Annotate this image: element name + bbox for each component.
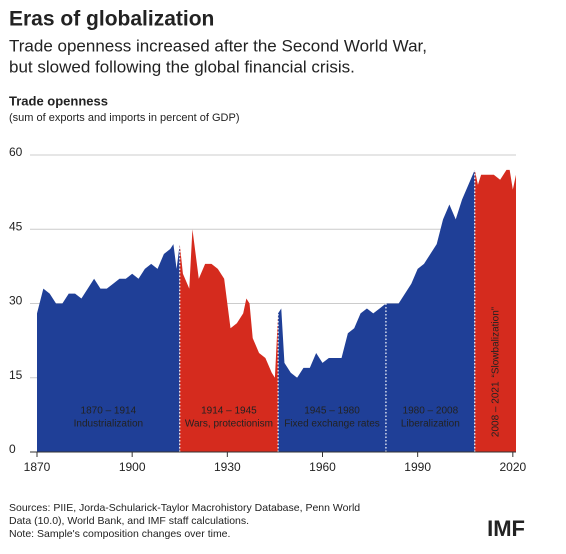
era-years: 1945 – 1980 — [304, 406, 360, 417]
x-tick-label: 1960 — [309, 460, 336, 474]
note: Sources: PIIE, Jorda-Schularick-Taylor M… — [9, 502, 360, 514]
era-name: Fixed exchange rates — [284, 419, 380, 430]
logo: IMF — [487, 516, 525, 541]
x-tick-label: 1900 — [119, 460, 146, 474]
x-tick-label: 1990 — [404, 460, 431, 474]
y-tick-label: 30 — [9, 294, 23, 308]
chart-subtitle: (sum of exports and imports in percent o… — [9, 112, 239, 124]
y-tick-label: 15 — [9, 368, 23, 382]
y-tick-label: 60 — [9, 145, 23, 159]
era-area — [385, 169, 475, 452]
y-tick-label: 45 — [9, 219, 23, 233]
subtitle: but slowed following the global financia… — [9, 57, 355, 76]
x-tick-label: 1870 — [24, 460, 51, 474]
era-years: 1870 – 1914 — [81, 406, 137, 417]
era-area — [37, 244, 180, 452]
subtitle: Trade openness increased after the Secon… — [9, 36, 427, 55]
era-label: 2008 – 2021 “Slowbalization” — [490, 307, 501, 437]
era-years: 1980 – 2008 — [403, 406, 459, 417]
era-name: Industrialization — [74, 419, 143, 430]
x-tick-label: 1930 — [214, 460, 241, 474]
title: Eras of globalization — [9, 8, 214, 31]
note: Note: Sample's composition changes over … — [9, 528, 230, 540]
era-years: 2008 – 2021 — [490, 381, 501, 437]
note: Data (10.0), World Bank, and IMF staff c… — [9, 515, 249, 527]
era-name: Wars, protectionism — [185, 419, 273, 430]
era-years: 1914 – 1945 — [201, 406, 257, 417]
x-tick-label: 2020 — [499, 460, 526, 474]
chart-title: Trade openness — [9, 93, 108, 108]
era-name: “Slowbalization” — [490, 307, 501, 378]
era-area — [474, 169, 516, 452]
y-tick-label: 0 — [9, 442, 16, 456]
era-area — [278, 303, 386, 452]
era-area — [179, 229, 279, 452]
era-name: Liberalization — [401, 419, 460, 430]
